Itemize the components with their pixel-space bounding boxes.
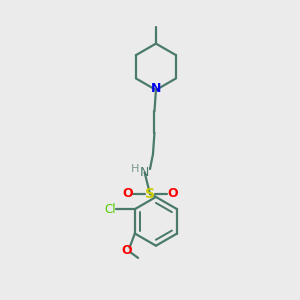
Text: O: O <box>122 188 133 200</box>
Text: N: N <box>151 82 161 95</box>
Text: O: O <box>167 188 178 200</box>
Text: S: S <box>145 187 155 201</box>
Text: O: O <box>121 244 132 257</box>
Text: N: N <box>140 166 149 179</box>
Text: Cl: Cl <box>105 202 116 216</box>
Text: H: H <box>131 164 139 174</box>
